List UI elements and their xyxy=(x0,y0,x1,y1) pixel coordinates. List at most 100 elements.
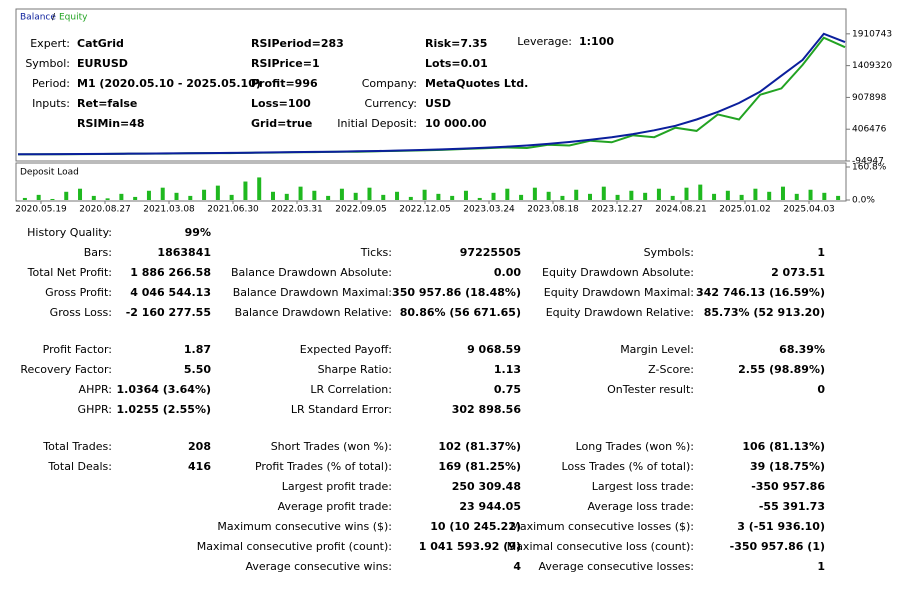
deposit-bar xyxy=(422,189,427,200)
info-value: RSIPeriod=283 xyxy=(251,37,344,50)
info-value: CatGrid xyxy=(77,37,124,50)
x-tick-label: 2021.06.30 xyxy=(207,205,259,215)
deposit-bar xyxy=(270,191,275,200)
stat-value: 1.13 xyxy=(493,363,521,376)
stat-label: Ticks: xyxy=(360,246,392,259)
deposit-bar xyxy=(656,188,661,200)
deposit-bar xyxy=(160,187,165,200)
info-value: Profit=996 xyxy=(251,77,318,90)
stat-value: 102 (81.37%) xyxy=(438,440,521,453)
info-label: Company: xyxy=(361,77,417,90)
stat-label: Profit Factor: xyxy=(42,343,112,356)
deposit-bar xyxy=(91,195,96,200)
deposit-bar xyxy=(532,187,537,200)
stat-value: 1 041 593.92 (9) xyxy=(418,540,521,553)
stat-value: 9 068.59 xyxy=(467,343,521,356)
stat-label: GHPR: xyxy=(77,403,112,416)
x-tick-label: 2022.03.31 xyxy=(271,205,323,215)
deposit-bar xyxy=(546,191,551,200)
stat-value: -55 391.73 xyxy=(758,500,825,513)
stat-label: Gross Loss: xyxy=(49,306,112,319)
stat-label: Short Trades (won %): xyxy=(270,440,392,453)
stat-value: 302 898.56 xyxy=(451,403,521,416)
stat-value: 0 xyxy=(817,383,825,396)
stat-value: 1.87 xyxy=(183,343,211,356)
deposit-bar xyxy=(78,188,83,200)
deposit-bar xyxy=(836,195,841,200)
legend-balance: Balance xyxy=(20,13,56,23)
x-tick-label: 2021.03.08 xyxy=(143,205,195,215)
x-tick-label: 2023.12.27 xyxy=(591,205,643,215)
deposit-bar xyxy=(450,195,455,200)
stat-value: 416 xyxy=(188,460,211,473)
deposit-bar xyxy=(794,193,799,200)
stat-value: 2.55 (98.89%) xyxy=(738,363,825,376)
stat-value: 0.00 xyxy=(493,266,521,279)
stat-label: Sharpe Ratio: xyxy=(317,363,392,376)
stat-value: 80.86% (56 671.65) xyxy=(399,306,521,319)
deposit-bar xyxy=(202,189,207,200)
stat-label: Long Trades (won %): xyxy=(575,440,694,453)
legend-separator: / xyxy=(52,13,56,23)
stat-label: Balance Drawdown Maximal: xyxy=(232,286,392,299)
info-value: RSIPrice=1 xyxy=(251,57,320,70)
stat-value: 106 (81.13%) xyxy=(742,440,825,453)
deposit-bar xyxy=(188,195,193,200)
deposit-bar xyxy=(119,193,124,200)
y-tick-label: 907898 xyxy=(852,93,887,103)
info-value: MetaQuotes Ltd. xyxy=(425,77,529,90)
stat-value: 3 (-51 936.10) xyxy=(737,520,825,533)
stat-value: 1 xyxy=(817,246,825,259)
stat-label: Maximal consecutive loss (count): xyxy=(506,540,694,553)
deposit-bar xyxy=(64,191,69,200)
stat-label: Total Net Profit: xyxy=(27,266,112,279)
deposit-bar xyxy=(684,187,689,200)
stat-label: Balance Drawdown Relative: xyxy=(234,306,392,319)
deposit-bar xyxy=(477,197,482,200)
deposit-bar xyxy=(739,194,744,200)
deposit-bar xyxy=(698,184,703,200)
stat-value: 4 046 544.13 xyxy=(130,286,211,299)
info-label: Currency: xyxy=(364,97,417,110)
stat-label: Balance Drawdown Absolute: xyxy=(230,266,392,279)
deposit-frame xyxy=(15,162,847,202)
stat-label: AHPR: xyxy=(78,383,112,396)
x-tick-label: 2020.08.27 xyxy=(79,205,131,215)
stat-label: Profit Trades (% of total): xyxy=(254,460,392,473)
stat-label: Maximum consecutive losses ($): xyxy=(510,520,694,533)
stat-value: 10 (10 245.22) xyxy=(430,520,521,533)
info-value: M1 (2020.05.10 - 2025.05.10) xyxy=(77,77,261,90)
deposit-bar xyxy=(215,185,220,200)
deposit-bar xyxy=(712,193,717,200)
info-value: EURUSD xyxy=(77,57,128,70)
y-tick-label: 406476 xyxy=(852,125,887,135)
deposit-bar xyxy=(243,181,248,200)
info-value: 10 000.00 xyxy=(425,117,487,130)
stat-label: Total Deals: xyxy=(48,460,112,473)
stat-value: 39 (18.75%) xyxy=(749,460,825,473)
stat-label: Largest profit trade: xyxy=(281,480,392,493)
stat-label: Margin Level: xyxy=(620,343,694,356)
deposit-bar xyxy=(339,188,344,200)
stat-label: Total Trades: xyxy=(43,440,112,453)
stat-value: 4 xyxy=(513,560,521,573)
stat-label: Largest loss trade: xyxy=(591,480,694,493)
deposit-bar xyxy=(780,186,785,200)
info-label: Inputs: xyxy=(32,97,70,110)
deposit-bar xyxy=(767,191,772,200)
stat-label: LR Standard Error: xyxy=(290,403,392,416)
stat-value: 342 746.13 (16.59%) xyxy=(696,286,825,299)
deposit-bar xyxy=(753,188,758,200)
stat-value: -2 160 277.55 xyxy=(125,306,211,319)
deposit-bar xyxy=(298,186,303,200)
x-tick-label: 2022.09.05 xyxy=(335,205,387,215)
stat-value: 1.0364 (3.64%) xyxy=(116,383,212,396)
x-tick-label: 2023.03.24 xyxy=(463,205,515,215)
stat-value: -350 957.86 (1) xyxy=(729,540,825,553)
deposit-bar xyxy=(725,190,730,200)
stat-value: 1.0255 (2.55%) xyxy=(116,403,212,416)
stat-value: 1863841 xyxy=(157,246,211,259)
deposit-bar xyxy=(822,192,827,200)
graph: Balance / Equity Deposit Load 1910743 140… xyxy=(15,8,892,215)
